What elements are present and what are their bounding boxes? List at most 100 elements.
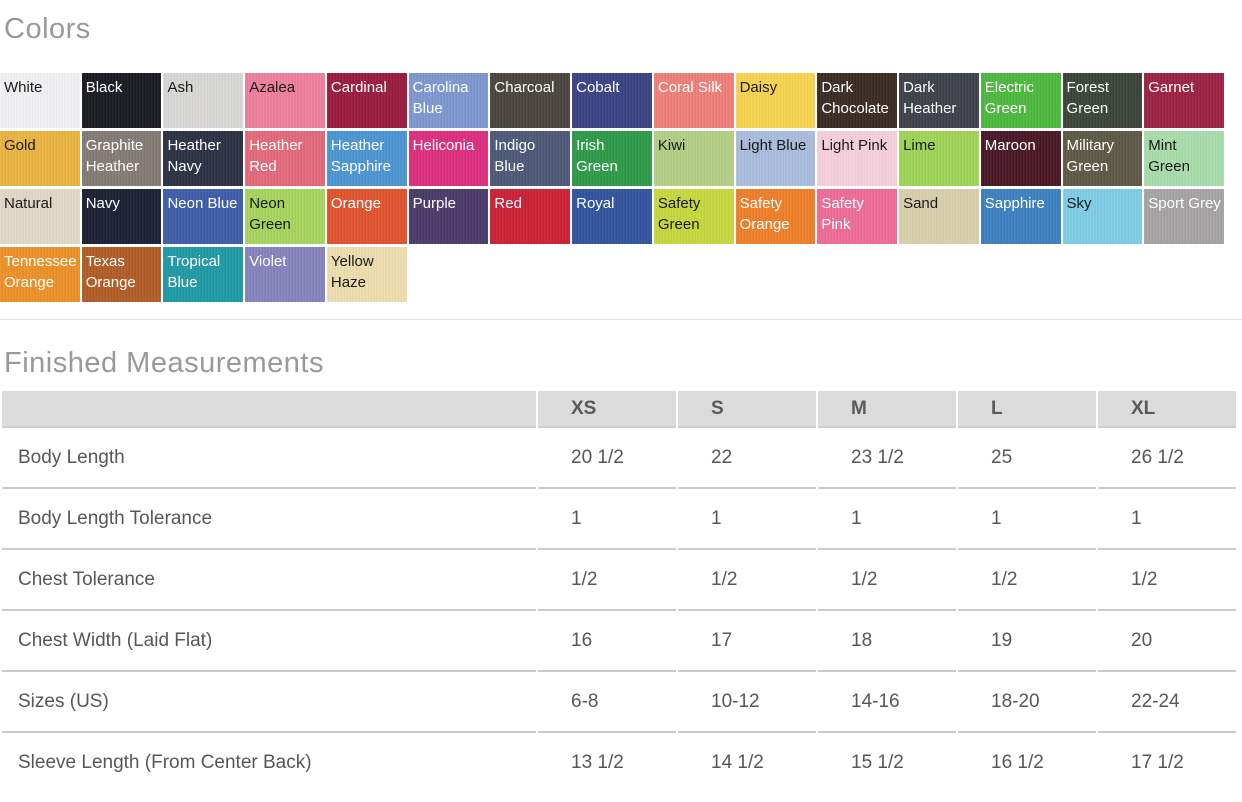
measurement-row-label: Chest Width (Laid Flat) <box>2 609 536 670</box>
color-swatch-label: Lime <box>903 137 936 154</box>
measurement-value-s: 10-12 <box>678 670 816 731</box>
color-swatch-orange: Orange <box>326 189 407 244</box>
measurements-table-header: XS S M L XL <box>2 391 1236 426</box>
color-swatch-sand: Sand <box>899 189 979 244</box>
size-column-header-xl: XL <box>1098 391 1236 426</box>
color-swatch-indigo-blue: Indigo Blue <box>490 131 571 186</box>
measurement-row-label: Sizes (US) <box>2 670 536 731</box>
color-swatch-label: Dark Chocolate <box>821 79 889 117</box>
color-swatch-label: Charcoal <box>494 79 555 96</box>
color-swatch-label: Cobalt <box>576 79 620 96</box>
measurement-row-body-length: Body Length 20 1/2 22 23 1/2 25 26 1/2 <box>2 426 1236 487</box>
size-column-header-xs: XS <box>538 391 676 426</box>
color-swatch-label: Orange <box>330 195 381 212</box>
measurement-row-label: Body Length Tolerance <box>2 487 536 548</box>
measurement-value-xs: 6-8 <box>538 670 676 731</box>
color-swatch-label: Mint Green <box>1148 137 1190 175</box>
color-swatch-label: Heliconia <box>412 137 475 154</box>
color-swatch-light-blue: Light Blue <box>735 131 816 186</box>
measurement-row-label: Body Length <box>2 426 536 487</box>
color-swatch-heather-red: Heather Red <box>245 131 325 186</box>
color-swatch-label: Indigo Blue <box>494 137 536 175</box>
color-swatch-natural: Natural <box>0 189 80 244</box>
color-swatch-label: Tropical Blue <box>167 253 221 291</box>
color-swatch-label: Safety Pink <box>821 195 864 233</box>
color-swatch-label: Purple <box>412 195 457 212</box>
measurement-value-l: 18-20 <box>958 670 1096 731</box>
measurement-value-m: 23 1/2 <box>818 426 956 487</box>
color-swatch-red: Red <box>490 189 571 244</box>
color-swatch-charcoal: Charcoal <box>490 73 571 128</box>
measurements-table-body: Body Length 20 1/2 22 23 1/2 25 26 1/2 Body Le… <box>2 426 1236 792</box>
measurements-section-title: Finished Measurements <box>4 347 324 379</box>
size-column-header-l: L <box>958 391 1096 426</box>
measurement-value-m: 15 1/2 <box>818 731 956 792</box>
color-swatch-mint-green: Mint Green <box>1144 131 1224 186</box>
measurement-value-m: 1/2 <box>818 548 956 609</box>
measurement-value-m: 18 <box>818 609 956 670</box>
color-swatch-sky: Sky <box>1062 189 1143 244</box>
color-swatch-heliconia: Heliconia <box>408 131 489 186</box>
measurement-value-xs: 1/2 <box>538 548 676 609</box>
measurement-value-xl: 17 1/2 <box>1098 731 1236 792</box>
color-swatch-label: Natural <box>4 195 53 212</box>
color-swatch-label: Royal <box>576 195 615 212</box>
color-swatch-tennessee-orange: Tennessee Orange <box>0 247 80 302</box>
color-swatch-label: Sand <box>903 195 939 212</box>
color-swatch-label: Sky <box>1066 195 1092 212</box>
colors-section-title: Colors <box>4 13 91 45</box>
color-swatch-label: Navy <box>85 195 120 212</box>
measurement-value-xs: 1 <box>538 487 676 548</box>
color-swatch-light-pink: Light Pink <box>817 131 898 186</box>
color-swatch-black: Black <box>81 73 162 128</box>
color-swatch-violet: Violet <box>245 247 325 302</box>
color-swatch-label: Neon Green <box>249 195 291 233</box>
color-swatch-military-green: Military Green <box>1062 131 1143 186</box>
color-swatch-purple: Purple <box>408 189 489 244</box>
color-swatch-label: Cardinal <box>330 79 387 96</box>
color-swatch-irish-green: Irish Green <box>572 131 652 186</box>
color-swatch-heather-sapphire: Heather Sapphire <box>326 131 407 186</box>
color-swatch-label: Military Green <box>1066 137 1115 175</box>
measurement-value-s: 22 <box>678 426 816 487</box>
measurement-value-s: 1 <box>678 487 816 548</box>
color-swatch-ash: Ash <box>163 73 244 128</box>
measurement-value-xl: 26 1/2 <box>1098 426 1236 487</box>
color-swatch-label: Garnet <box>1148 79 1195 96</box>
color-swatch-label: Violet <box>249 253 287 270</box>
color-swatch-forest-green: Forest Green <box>1062 73 1143 128</box>
color-swatch-label: Sapphire <box>984 195 1045 212</box>
color-swatch-label: Forest Green <box>1066 79 1110 117</box>
color-swatch-heather-navy: Heather Navy <box>163 131 244 186</box>
section-divider <box>0 319 1242 320</box>
measurement-row-sizes-us-: Sizes (US) 6-8 10-12 14-16 18-20 22-24 <box>2 670 1236 731</box>
measurement-value-xs: 20 1/2 <box>538 426 676 487</box>
color-swatch-garnet: Garnet <box>1144 73 1224 128</box>
color-swatch-label: Dark Heather <box>903 79 957 117</box>
measurement-label-column-header <box>2 391 536 426</box>
color-swatch-label: Light Blue <box>739 137 807 154</box>
measurement-value-xs: 13 1/2 <box>538 731 676 792</box>
color-swatch-label: Kiwi <box>657 137 686 154</box>
measurement-value-l: 19 <box>958 609 1096 670</box>
color-swatch-label: Red <box>494 195 522 212</box>
color-swatch-lime: Lime <box>899 131 979 186</box>
color-swatch-label: Heather Sapphire <box>330 137 391 175</box>
color-swatch-label: Gold <box>4 137 36 154</box>
measurement-row-chest-width-laid-flat-: Chest Width (Laid Flat) 16 17 18 19 20 <box>2 609 1236 670</box>
color-swatch-label: Heather Navy <box>167 137 221 175</box>
measurement-value-s: 17 <box>678 609 816 670</box>
size-column-header-m: M <box>818 391 956 426</box>
size-column-header-s: S <box>678 391 816 426</box>
color-swatch-label: Tennessee Orange <box>4 253 77 291</box>
color-swatch-label: Daisy <box>739 79 778 96</box>
color-swatch-maroon: Maroon <box>980 131 1061 186</box>
measurement-row-label: Sleeve Length (From Center Back) <box>2 731 536 792</box>
color-swatch-carolina-blue: Carolina Blue <box>408 73 489 128</box>
color-swatch-label: Safety Green <box>657 195 701 233</box>
color-swatch-label: Neon Blue <box>167 195 238 212</box>
color-swatch-label: Ash <box>167 79 194 96</box>
color-swatch-azalea: Azalea <box>245 73 325 128</box>
measurement-value-xl: 20 <box>1098 609 1236 670</box>
size-header-row: XS S M L XL <box>2 391 1236 426</box>
